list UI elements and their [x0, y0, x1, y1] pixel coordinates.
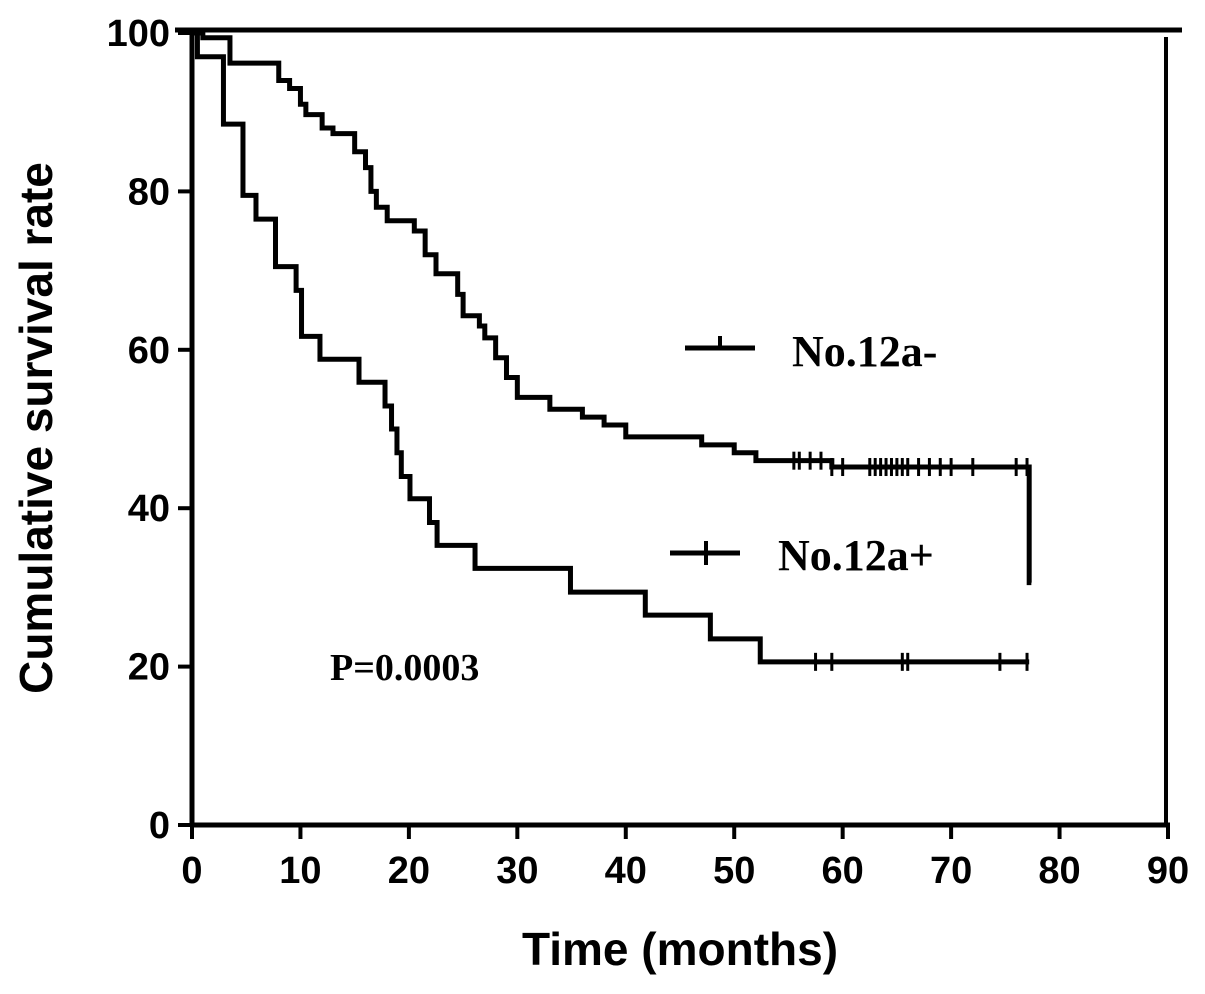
plot-frame — [175, 27, 1182, 828]
y-axis: 0 20 40 60 80 100 — [107, 13, 192, 847]
legend-item-no12a-minus: No.12a- — [685, 327, 937, 376]
y-tick-label: 100 — [107, 13, 170, 55]
x-axis-title: Time (months) — [522, 923, 838, 975]
y-tick-label: 40 — [128, 488, 170, 530]
x-axis: 0 10 20 30 40 50 60 70 80 90 — [181, 825, 1189, 892]
y-tick-label: 80 — [128, 171, 170, 213]
x-tick-label: 0 — [181, 850, 202, 892]
legend: No.12a- No.12a+ — [670, 327, 937, 580]
y-tick-label: 60 — [128, 330, 170, 372]
y-tick-label: 0 — [149, 805, 170, 847]
x-tick-label: 40 — [605, 850, 647, 892]
survival-curve-no12a-minus — [192, 30, 1032, 586]
x-tick-label: 20 — [388, 850, 430, 892]
x-tick-label: 90 — [1147, 850, 1189, 892]
legend-label-no12a-minus: No.12a- — [792, 327, 937, 376]
x-tick-label: 60 — [822, 850, 864, 892]
y-axis-title: Cumulative survival rate — [10, 162, 62, 694]
x-tick-label: 30 — [496, 850, 538, 892]
x-tick-label: 50 — [713, 850, 755, 892]
p-value-annotation: P=0.0003 — [330, 647, 479, 689]
x-tick-label: 80 — [1038, 850, 1080, 892]
x-tick-label: 10 — [279, 850, 321, 892]
y-tick-label: 20 — [128, 647, 170, 689]
legend-item-no12a-plus: No.12a+ — [670, 531, 934, 580]
curves — [192, 30, 1032, 671]
legend-label-no12a-plus: No.12a+ — [778, 531, 934, 580]
survival-curve-no12a-plus — [192, 30, 1030, 665]
x-tick-label: 70 — [930, 850, 972, 892]
